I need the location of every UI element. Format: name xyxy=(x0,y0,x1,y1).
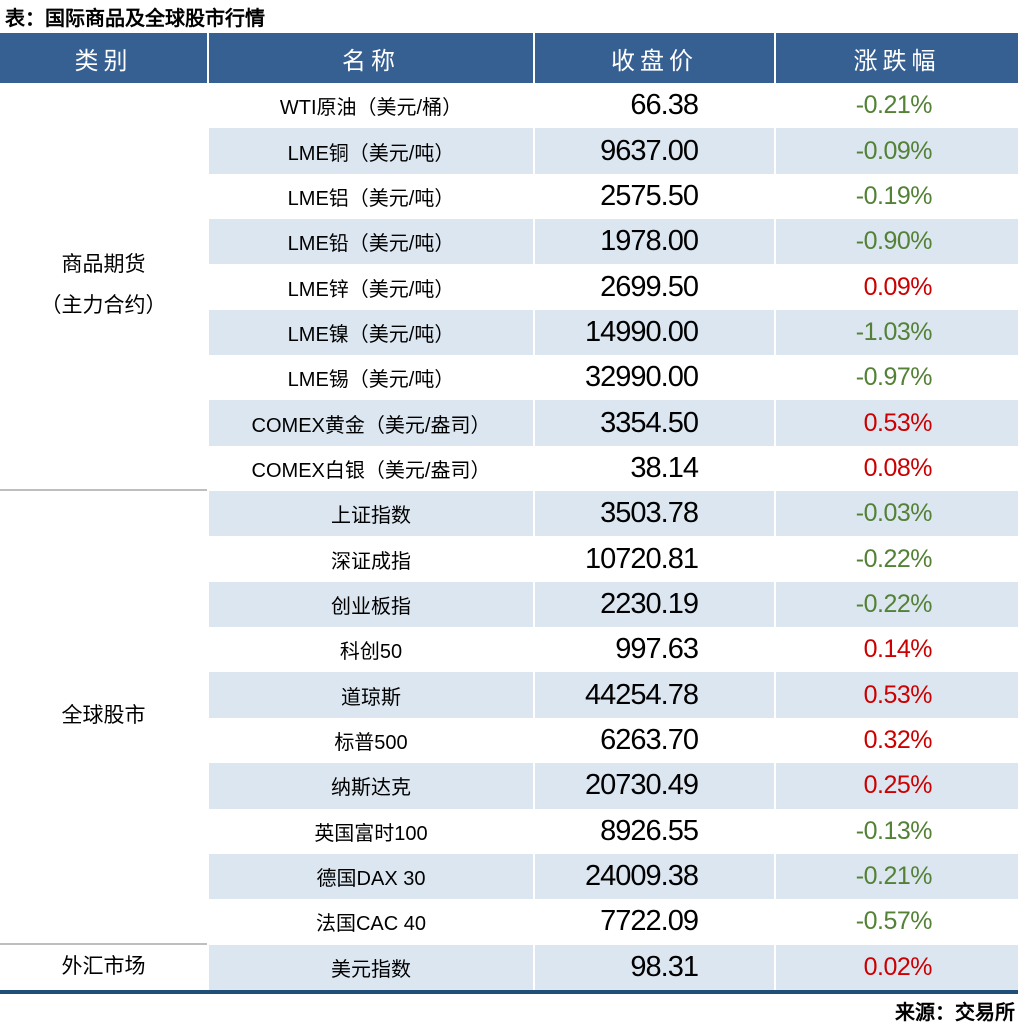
source-label: 来源：交易所 xyxy=(895,1001,1015,1024)
change-percent-cell: 0.25% xyxy=(774,763,1018,809)
page-title: 表：国际商品及全球股市行情 xyxy=(5,8,265,30)
close-price-cell: 997.63 xyxy=(533,627,774,673)
name-cell: COMEX白银（美元/盎司） xyxy=(207,445,533,492)
name-cell: WTI原油（美元/桶） xyxy=(207,83,533,129)
name-cell: 法国CAC 40 xyxy=(207,899,533,945)
change-percent-cell: -0.21% xyxy=(774,83,1018,129)
change-percent-cell: 0.32% xyxy=(774,717,1018,764)
close-price-cell: 3503.78 xyxy=(533,491,774,537)
category-cell: 外汇市场 xyxy=(0,944,207,990)
name-cell: 德国DAX 30 xyxy=(207,853,533,900)
name-cell: LME铝（美元/吨） xyxy=(207,173,533,220)
close-price-cell: 2699.50 xyxy=(533,264,774,310)
name-cell: LME镍（美元/吨） xyxy=(207,309,533,356)
change-percent-cell: -0.09% xyxy=(774,128,1018,174)
close-price-cell: 2230.19 xyxy=(533,581,774,628)
name-cell: LME铅（美元/吨） xyxy=(207,219,533,265)
close-price-cell: 2575.50 xyxy=(533,173,774,220)
change-percent-cell: 0.08% xyxy=(774,445,1018,492)
close-price-cell: 3354.50 xyxy=(533,400,774,446)
name-cell: 上证指数 xyxy=(207,491,533,537)
name-cell: LME铜（美元/吨） xyxy=(207,128,533,174)
close-price-cell: 38.14 xyxy=(533,445,774,492)
change-percent-cell: -0.97% xyxy=(774,355,1018,401)
close-price-cell: 14990.00 xyxy=(533,309,774,356)
name-cell: 科创50 xyxy=(207,627,533,673)
header-cell-1: 类别 xyxy=(0,33,207,83)
name-cell: 美元指数 xyxy=(207,944,533,990)
close-price-cell: 20730.49 xyxy=(533,763,774,809)
close-price-cell: 10720.81 xyxy=(533,536,774,582)
category-label-line: （主力合约） xyxy=(40,294,167,318)
close-price-cell: 44254.78 xyxy=(533,672,774,718)
name-cell: 深证成指 xyxy=(207,536,533,582)
change-percent-cell: 0.02% xyxy=(774,944,1018,990)
name-cell: 英国富时100 xyxy=(207,808,533,854)
change-percent-cell: -1.03% xyxy=(774,309,1018,356)
name-cell: COMEX黄金（美元/盎司） xyxy=(207,400,533,446)
close-price-cell: 9637.00 xyxy=(533,128,774,174)
change-percent-cell: -0.19% xyxy=(774,173,1018,220)
change-percent-cell: -0.21% xyxy=(774,853,1018,900)
header-cell-4: 涨跌幅 xyxy=(774,33,1018,83)
header-cell-2: 名称 xyxy=(207,33,533,83)
name-cell: 标普500 xyxy=(207,717,533,764)
change-percent-cell: -0.22% xyxy=(774,536,1018,582)
change-percent-cell: -0.90% xyxy=(774,219,1018,265)
close-price-cell: 6263.70 xyxy=(533,717,774,764)
change-percent-cell: 0.09% xyxy=(774,264,1018,310)
close-price-cell: 24009.38 xyxy=(533,853,774,900)
name-cell: LME锌（美元/吨） xyxy=(207,264,533,310)
change-percent-cell: 0.53% xyxy=(774,400,1018,446)
name-cell: 道琼斯 xyxy=(207,672,533,718)
name-cell: LME锡（美元/吨） xyxy=(207,355,533,401)
name-cell: 纳斯达克 xyxy=(207,763,533,809)
close-price-cell: 32990.00 xyxy=(533,355,774,401)
market-table: 类别 名称 收盘价 涨跌幅 商品期货 （主力合约） WTI原油（美元/桶） 66.38 -0.2… xyxy=(0,33,1018,994)
header-cell-3: 收盘价 xyxy=(533,33,774,83)
category-cell: 商品期货 （主力合约） xyxy=(0,83,207,492)
change-percent-cell: -0.13% xyxy=(774,808,1018,854)
category-label-line: 外汇市场 xyxy=(61,954,146,978)
close-price-cell: 98.31 xyxy=(533,944,774,990)
change-percent-cell: 0.53% xyxy=(774,672,1018,718)
close-price-cell: 66.38 xyxy=(533,83,774,129)
close-price-cell: 8926.55 xyxy=(533,808,774,854)
change-percent-cell: 0.14% xyxy=(774,627,1018,673)
close-price-cell: 7722.09 xyxy=(533,899,774,945)
close-price-cell: 1978.00 xyxy=(533,219,774,265)
change-percent-cell: -0.57% xyxy=(774,899,1018,945)
change-percent-cell: -0.03% xyxy=(774,491,1018,537)
category-label-line: 商品期货 xyxy=(61,253,146,277)
name-cell: 创业板指 xyxy=(207,581,533,628)
category-label-line: 全球股市 xyxy=(61,704,146,728)
change-percent-cell: -0.22% xyxy=(774,581,1018,628)
category-cell: 全球股市 xyxy=(0,491,207,945)
